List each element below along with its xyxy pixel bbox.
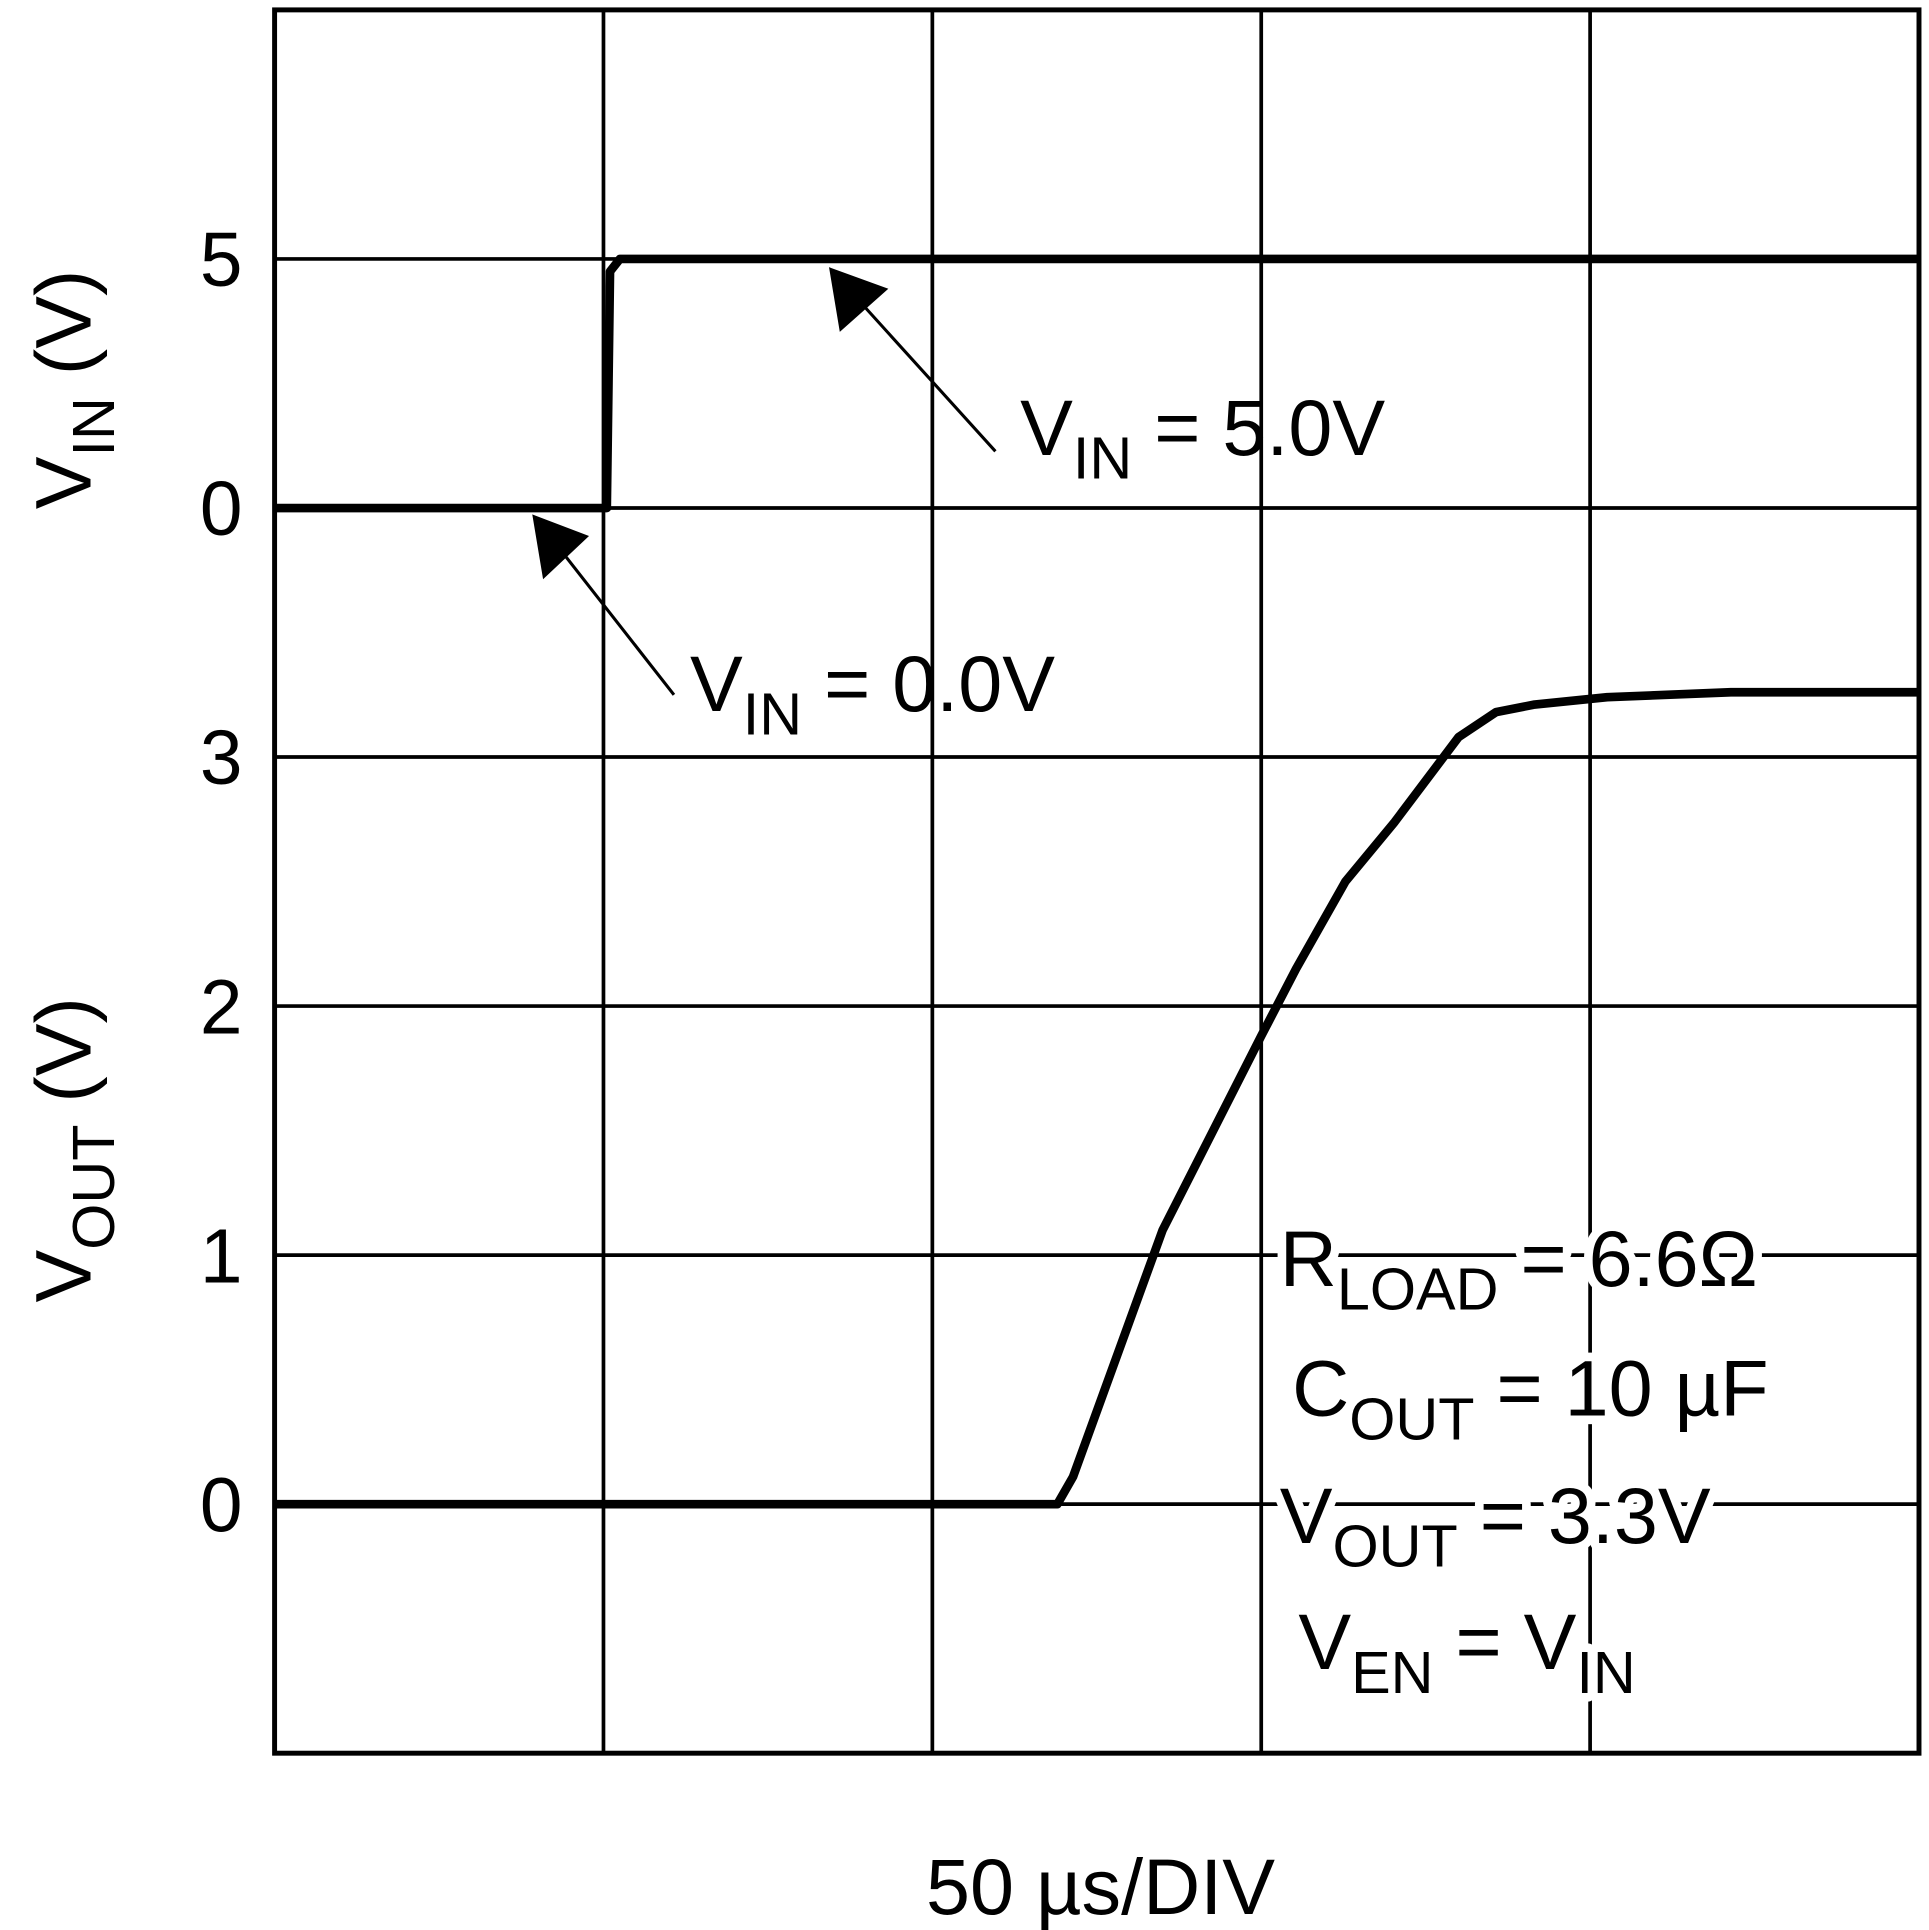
trace: [274, 687, 1919, 1509]
arrow-line: [552, 540, 676, 696]
traces: [274, 254, 1919, 1509]
text-part: = V: [1434, 1597, 1577, 1686]
y-axis-label: VOUT (V): [18, 997, 127, 1302]
arrow-head: [829, 267, 889, 332]
text-part: OUT: [1349, 1385, 1474, 1452]
annotation: RLOAD = 6.6Ω: [1280, 1214, 1758, 1323]
text-part: EN: [1351, 1639, 1433, 1706]
text-part: C: [1292, 1344, 1349, 1433]
text-part: = 10 µF: [1475, 1344, 1769, 1433]
text-part: = 6.6Ω: [1498, 1214, 1757, 1303]
text-part: OUT: [60, 1125, 127, 1250]
y-tick-label: 1: [200, 1214, 243, 1299]
text-part: LOAD: [1337, 1256, 1499, 1323]
annotation: VIN = 0.0V: [690, 639, 1055, 748]
annotation: VEN = VIN: [1298, 1597, 1635, 1706]
text-part: = 5.0V: [1132, 383, 1385, 472]
text-part: IN: [743, 681, 802, 748]
y-tick-label: 0: [200, 1463, 243, 1548]
text-part: V: [1020, 383, 1073, 472]
annotation: VIN = 5.0V: [1020, 383, 1385, 492]
y-tick-label: 2: [200, 965, 243, 1050]
text-part: V: [1280, 1471, 1333, 1560]
y-tick-label: 5: [200, 218, 243, 303]
text-part: V: [1298, 1597, 1351, 1686]
text-part: V: [690, 639, 743, 728]
arrow-head: [532, 514, 590, 580]
text-part: V: [18, 456, 107, 509]
text-part: V: [18, 1250, 107, 1303]
text-part: IN: [60, 397, 127, 456]
text-part: = 3.3V: [1458, 1471, 1711, 1560]
annotation: VOUT = 3.3V: [1280, 1471, 1711, 1580]
text-part: = 0.0V: [802, 639, 1055, 728]
arrow-line: [852, 293, 997, 453]
text-part: R: [1280, 1214, 1337, 1303]
y-axis-label: VIN (V): [18, 270, 127, 510]
text-part: (V): [18, 997, 107, 1124]
x-axis-label: 50 µs/DIV: [926, 1842, 1275, 1930]
trace: [274, 254, 1919, 513]
text-part: (V): [18, 270, 107, 397]
y-tick-label: 3: [200, 716, 243, 801]
annotation: COUT = 10 µF: [1292, 1344, 1768, 1453]
plot-frame: [272, 7, 1922, 1756]
y-tick-label: 0: [200, 467, 243, 552]
text-part: IN: [1576, 1639, 1635, 1706]
text-part: OUT: [1333, 1513, 1458, 1580]
text-part: IN: [1073, 425, 1132, 492]
arrows: [532, 267, 997, 696]
